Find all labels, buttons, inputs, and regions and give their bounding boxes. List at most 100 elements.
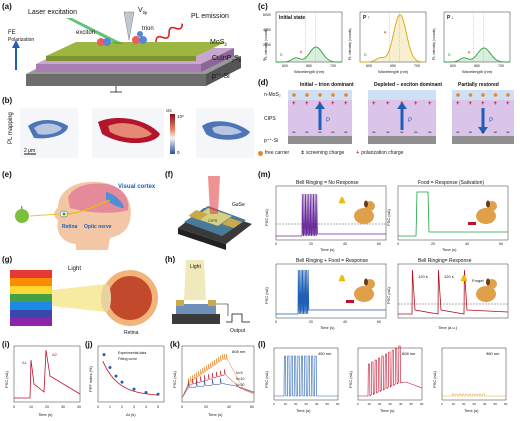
m-xtick-1-0: 0 <box>397 242 399 246</box>
eyeball-inner <box>108 276 152 320</box>
bell-icon-2 <box>338 274 346 282</box>
j-legend-1: Experimental data <box>118 351 146 355</box>
c-curve-0 <box>276 46 342 63</box>
visual-cortex-region <box>106 192 124 208</box>
c-peak-b-2: B <box>448 52 451 57</box>
panel-label-b: (b) <box>2 96 13 105</box>
panel-f-device: SiO₂ GaSe Si CIPS <box>178 176 252 250</box>
l-title-1: 808 nm <box>402 351 416 356</box>
d-carrier-0-0 <box>292 93 296 97</box>
c-peak-a-1: A <box>384 30 387 35</box>
trion-sphere <box>132 36 140 44</box>
row-label-mos2: n-MoS₂ <box>264 92 281 98</box>
l-plot-2-frame <box>441 347 507 401</box>
d-pol-bot-0-3: − <box>331 130 335 136</box>
dog-icon-0 <box>354 208 374 224</box>
exciton-label: exciton <box>76 30 95 36</box>
d-pol-top-0-4: + <box>344 101 348 107</box>
i-a2-label: A2 <box>52 352 58 357</box>
mos2-label: MoS2 <box>210 39 227 47</box>
l-xtick-1-0: 0 <box>357 402 359 406</box>
d-p-initial: P <box>326 118 330 124</box>
rainbow-band-2 <box>10 286 52 294</box>
f-si-front <box>178 228 226 250</box>
d-title-depleted: Depleted – exciton dominant <box>374 82 442 88</box>
k-n3-label: N=20 <box>236 383 245 387</box>
m-xlabel-0: Time (s) <box>320 247 335 252</box>
brain-icon <box>68 183 129 213</box>
rainbow-band-3 <box>10 294 52 302</box>
j-fit-curve <box>102 360 159 396</box>
panel-label-m: (m) <box>258 170 271 179</box>
fe-polarization-arrow-head <box>12 40 20 48</box>
l-curve-1 <box>358 345 423 397</box>
l-xlabel-2: Time (s) <box>464 408 479 413</box>
j-point-4 <box>132 387 136 391</box>
c-ylabel-2: PL intensity (counts) <box>432 28 436 60</box>
k-ylabel: PSC (nA) <box>172 370 177 388</box>
c-xlabel-1: Wavelength (nm) <box>378 69 409 74</box>
c-xlabel-2: Wavelength (nm) <box>462 69 493 74</box>
j-xtick-2: 2 <box>121 405 123 409</box>
m-plot-3-frame <box>397 263 509 319</box>
legend-screening: ± screening charge <box>301 150 345 156</box>
f-si-label: Si <box>200 242 204 248</box>
panel-label-j: (j) <box>85 340 93 349</box>
panel-a-device-schematic: Laser excitation Vtip PL emission excito… <box>8 7 242 93</box>
d-si-initial <box>288 136 352 144</box>
l-xtick-0-1: 10 <box>284 402 288 406</box>
d-column-depleted: Depleted – exciton dominant P <box>368 82 442 144</box>
psi-label: p++-Si <box>212 72 230 80</box>
l-ylabel-1: PSC (nA) <box>348 370 353 388</box>
c-xtick-1-1: 650 <box>390 64 396 68</box>
c-xtick-2-1: 650 <box>474 64 480 68</box>
optic-nerve-path <box>65 199 111 215</box>
i-plot-frame <box>13 345 81 403</box>
panel-m-plots: Bell Ringing = No Response PSC (nA) 0 20 40 6… <box>264 180 509 330</box>
l-plot-1-frame <box>357 347 423 401</box>
c-ytick-2: 2000 <box>263 43 271 47</box>
m-ylabel-0: PSC (nA) <box>264 208 269 226</box>
c-title-0: Initial state <box>279 15 305 21</box>
l-xlabel-1: Time (s) <box>380 408 395 413</box>
f-gase-label: GaSe <box>232 202 245 208</box>
c-ytick-1: 4000 <box>263 28 271 32</box>
h-electrode-left <box>176 300 184 306</box>
optic-nerve-label: Optic nerve <box>84 224 112 230</box>
l-xtick-0-3: 30 <box>305 402 309 406</box>
c-ytick-0: 6000 <box>263 13 271 17</box>
j-point-3 <box>120 380 124 384</box>
c-plot-1-frame <box>359 11 427 63</box>
h-output-label: Output <box>230 328 246 334</box>
l-xlabel-0: Time (s) <box>296 408 311 413</box>
m-curve-0 <box>276 193 386 237</box>
j-ylabel: PPF index (%) <box>88 366 93 392</box>
d-p-depleted: P <box>408 118 412 124</box>
j-xlabel: Δt (s) <box>126 412 136 417</box>
d-carrier-2-2 <box>481 93 485 97</box>
panel-label-l: (l) <box>258 340 266 349</box>
m-plot-1-frame <box>397 185 509 241</box>
l-xtick-2-4: 40 <box>483 402 487 406</box>
colorbar <box>170 114 175 154</box>
si-substrate-front <box>26 74 206 86</box>
fe-label: FE <box>8 30 16 36</box>
m-xtick-2-3: 60 <box>377 320 381 324</box>
m-curve-2 <box>276 269 386 315</box>
dog-ear-icon-0 <box>364 200 368 208</box>
retina-label: Retina <box>62 224 78 230</box>
apple-stem-icon <box>21 206 23 210</box>
k-xlabel: Time (s) <box>208 412 223 417</box>
j-point-1 <box>108 366 112 370</box>
d-pol-bot-2-2: − <box>481 130 485 136</box>
c-xlabel-0: Wavelength (nm) <box>294 69 325 74</box>
j-xtick-3: 3 <box>133 405 135 409</box>
d-pol-bot-2-4: − <box>506 130 510 136</box>
d-carrier-2-3 <box>493 93 498 97</box>
mos2-layer-front <box>46 56 196 61</box>
d-pol-bot-2-1: − <box>469 130 473 136</box>
panel-label-d: (d) <box>258 78 269 87</box>
c-xtick-2-2: 700 <box>498 64 504 68</box>
si-substrate-side <box>206 56 241 86</box>
g-retina-label: Retina <box>124 330 139 336</box>
